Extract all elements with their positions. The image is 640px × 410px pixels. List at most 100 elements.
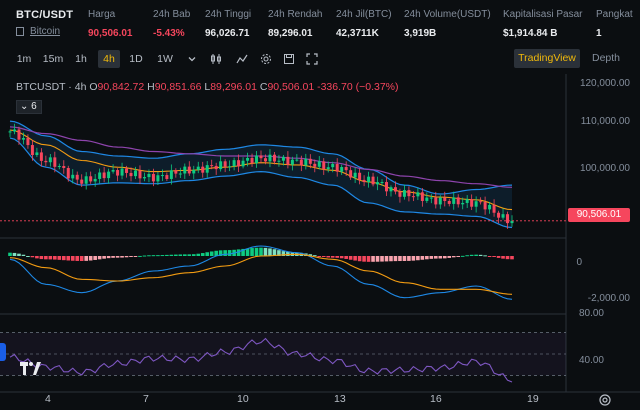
- candle-body: [331, 164, 335, 168]
- macd-histogram-bar: [223, 250, 227, 256]
- macd-histogram-bar: [510, 256, 514, 260]
- chart-settings-icon[interactable]: [598, 393, 612, 407]
- date-axis-label: 13: [334, 393, 346, 405]
- macd-histogram-bar: [160, 255, 165, 257]
- macd-histogram-bar: [142, 255, 147, 257]
- macd-histogram-bar: [335, 256, 339, 258]
- macd-histogram-bar: [178, 254, 183, 256]
- indicator-icon[interactable]: [236, 53, 248, 65]
- price-axis-label: 100,000.00: [579, 163, 630, 174]
- macd-histogram-bar: [326, 256, 331, 258]
- timeframe-1m[interactable]: 1m: [16, 53, 32, 65]
- candle-body: [483, 202, 487, 210]
- close-value: 90,506.01: [267, 81, 315, 93]
- stat-label: 24h Volume(USDT): [404, 9, 491, 20]
- macd-histogram-bar: [362, 256, 366, 262]
- coin-info-link[interactable]: Bitcoin: [30, 26, 61, 37]
- macd-histogram-bar: [505, 256, 510, 260]
- macd-histogram-bar: [115, 256, 120, 258]
- candle-body: [151, 173, 155, 182]
- candle-body: [447, 200, 451, 204]
- macd-histogram-bar: [169, 254, 174, 256]
- macd-histogram-bar: [124, 256, 129, 258]
- macd-histogram-bar: [97, 256, 102, 260]
- candle-body: [39, 152, 43, 161]
- macd-histogram-bar: [88, 256, 93, 261]
- stat-label: 24h Rendah: [268, 9, 323, 20]
- candle-body: [286, 156, 290, 165]
- candle-body: [75, 174, 79, 180]
- macd-histogram-bar: [93, 256, 97, 260]
- ticker-stat: 24h Rendah 89,296.01: [268, 9, 323, 39]
- macd-histogram-bar: [165, 254, 169, 256]
- pair-selector[interactable]: BTC/USDT Bitcoin: [16, 9, 73, 37]
- candle-body: [192, 169, 196, 174]
- macd-histogram-bar: [420, 256, 425, 260]
- candle-body: [214, 165, 218, 170]
- rsi-line: [9, 337, 513, 383]
- candle-body: [134, 170, 137, 177]
- macd-histogram-bar: [384, 256, 389, 262]
- candle-body: [30, 145, 34, 156]
- macd-histogram-bar: [227, 250, 232, 256]
- macd-histogram-bar: [79, 256, 84, 261]
- macd-histogram-bar: [375, 256, 380, 262]
- macd-axis-label: 0: [576, 257, 582, 268]
- tradingview-button[interactable]: TradingView: [514, 49, 580, 68]
- macd-histogram-bar: [501, 256, 505, 259]
- candle-body: [268, 154, 272, 162]
- drawer-tab[interactable]: [0, 343, 6, 361]
- document-icon: [16, 27, 24, 36]
- candle-body: [89, 176, 93, 182]
- timeframe-1D[interactable]: 1D: [129, 53, 143, 65]
- price-chart[interactable]: [0, 74, 640, 410]
- timeframe-15m[interactable]: 15m: [42, 53, 64, 65]
- candle-body: [456, 197, 460, 205]
- macd-histogram-bar: [151, 255, 156, 257]
- macd-histogram-bar: [66, 256, 71, 261]
- candle-body: [461, 202, 465, 205]
- macd-histogram-bar: [460, 255, 465, 257]
- macd-histogram-bar: [236, 249, 241, 256]
- candle-body: [116, 170, 120, 176]
- macd-histogram-bar: [183, 254, 187, 256]
- macd-histogram-bar: [205, 252, 210, 256]
- save-icon[interactable]: [283, 53, 295, 65]
- indicator-count: 6: [31, 101, 37, 112]
- timeframe-1h[interactable]: 1h: [75, 53, 87, 65]
- depth-button[interactable]: Depth: [591, 52, 621, 64]
- stat-label: Kapitalisasi Pasar: [503, 9, 583, 20]
- timeframe-1W[interactable]: 1W: [157, 53, 173, 65]
- macd-histogram-bar: [156, 255, 160, 257]
- macd-histogram-bar: [245, 248, 250, 256]
- ticker-stat: Kapitalisasi Pasar $1,914.84 B: [503, 9, 582, 39]
- macd-histogram-bar: [209, 251, 214, 256]
- macd-histogram-bar: [411, 256, 416, 261]
- timeframe-4h[interactable]: 4h: [98, 50, 120, 68]
- indicator-toggle-button[interactable]: ⌄ 6: [16, 100, 42, 114]
- settings-icon[interactable]: [260, 53, 272, 65]
- macd-histogram-bar: [57, 256, 62, 260]
- chevron-down-icon[interactable]: [186, 53, 198, 65]
- macd-histogram-bar: [39, 256, 44, 260]
- open-value: 90,842.72: [97, 81, 145, 93]
- candle-body: [156, 175, 160, 182]
- candle-body: [299, 159, 303, 166]
- macd-histogram-bar: [496, 256, 501, 258]
- candle-body: [62, 166, 66, 169]
- candle-body: [470, 199, 474, 207]
- candle-body: [255, 155, 259, 164]
- candle-type-icon[interactable]: [210, 53, 222, 65]
- macd-histogram-bar: [312, 255, 317, 257]
- ticker-stat: 24h Bab -5.43%: [153, 9, 190, 39]
- candle-body: [125, 168, 129, 173]
- candle-body: [237, 160, 241, 167]
- macd-histogram-bar: [330, 256, 335, 258]
- macd-histogram-bar: [254, 247, 259, 256]
- fullscreen-icon[interactable]: [306, 53, 318, 65]
- candle-body: [21, 138, 25, 140]
- candle-body: [389, 187, 393, 192]
- candle-body: [367, 176, 371, 183]
- bollinger-band-fill: [10, 121, 512, 228]
- bollinger-lower-line: [9, 137, 513, 229]
